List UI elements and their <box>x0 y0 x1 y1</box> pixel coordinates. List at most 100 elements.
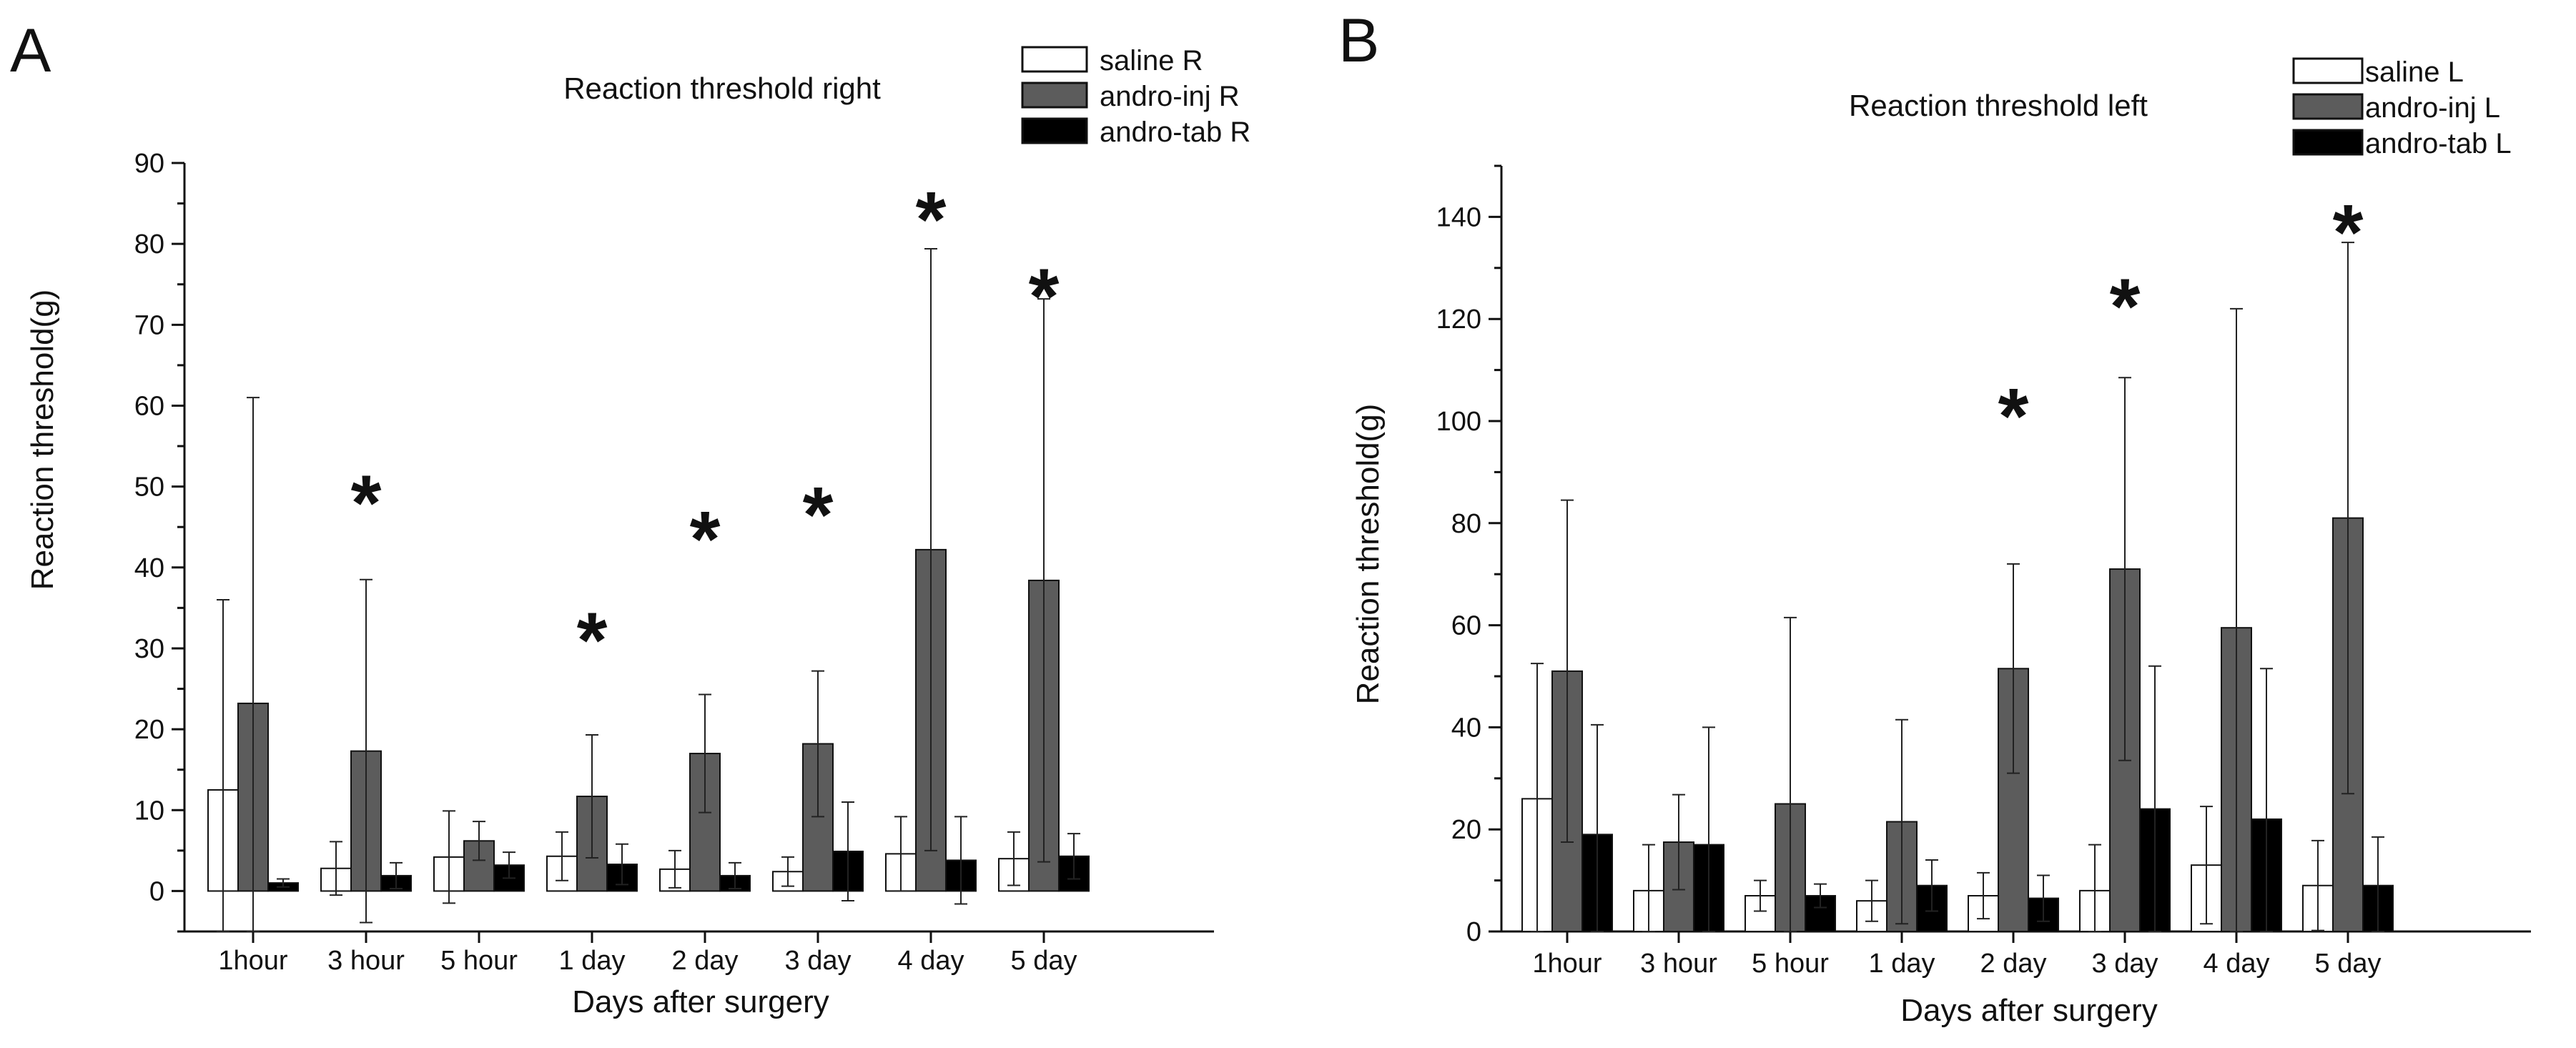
error-bar-a-andro-tab-r-5-day <box>1067 833 1080 880</box>
error-bar-b-saline-l-1hour <box>1531 663 1544 932</box>
error-bar-a-saline-r-5-hour <box>443 810 455 904</box>
y-tick-label-b: 20 <box>1451 815 1481 845</box>
error-bar-a-andro-inj-r-3-day <box>811 670 824 818</box>
error-bar-a-saline-r-1hour <box>217 599 230 932</box>
error-bar-b-saline-l-5-day <box>2311 839 2324 931</box>
legend-label-andro-inj-l: andro-inj L <box>2365 92 2500 124</box>
error-bar-b-andro-tab-l-3-day <box>2148 665 2161 932</box>
error-bar-a-saline-r-3-hour <box>330 841 342 896</box>
y-tick-label-a: 50 <box>134 473 164 503</box>
significance-star-b-5-day: * <box>2333 189 2364 277</box>
legend-swatch-andro-tab-r <box>1021 117 1088 144</box>
error-bar-b-andro-tab-l-1hour <box>1591 723 1604 932</box>
significance-star-a-5-day: * <box>1029 253 1060 341</box>
chart-panel-a: A Reaction threshold right Reaction thre… <box>10 16 1250 1019</box>
error-bar-b-saline-l-5-hour <box>1754 879 1767 912</box>
x-tick-label-b-1-day: 1 day <box>1869 949 1935 979</box>
legend-label-andro-inj-r: andro-inj R <box>1100 81 1240 112</box>
error-bar-b-andro-inj-l-1-day <box>1895 718 1908 925</box>
error-bar-b-andro-inj-l-4-day <box>2230 307 2243 932</box>
y-tick-label-a: 0 <box>149 876 164 906</box>
error-bar-b-saline-l-3-day <box>2088 844 2101 932</box>
significance-star-a-4-day: * <box>916 176 947 264</box>
error-bar-b-saline-l-4-day <box>2200 806 2213 925</box>
error-bar-a-andro-tab-r-1-day <box>616 843 628 886</box>
x-tick-label-a-5-day: 5 day <box>1011 946 1077 976</box>
x-tick-label-a-2-day: 2 day <box>672 946 739 976</box>
x-tick-label-b-3-day: 3 day <box>2092 949 2158 979</box>
significance-star-a-2-day: * <box>690 495 721 583</box>
error-bar-a-saline-r-5-day <box>1007 831 1020 886</box>
error-bar-b-saline-l-2-day <box>1977 871 1990 920</box>
y-tick-label-b: 40 <box>1451 713 1481 743</box>
significance-star-a-1-day: * <box>577 597 608 685</box>
error-bar-a-andro-inj-r-3-hour <box>360 578 372 924</box>
legend-swatch-saline-r <box>1021 46 1088 73</box>
chart-title-a: Reaction threshold right <box>563 71 881 105</box>
y-tick-label-b: 60 <box>1451 611 1481 641</box>
legend-swatch-saline-l <box>2292 57 2364 84</box>
y-tick-label-a: 40 <box>134 553 164 583</box>
error-bar-b-andro-tab-l-2-day <box>2037 874 2050 922</box>
y-tick-label-a: 20 <box>134 715 164 745</box>
error-bar-a-andro-tab-r-3-day <box>842 801 854 901</box>
significance-star-a-3-day: * <box>803 471 834 559</box>
error-bar-b-andro-inj-l-2-day <box>2007 563 2020 774</box>
error-bar-a-andro-inj-r-1-day <box>586 734 598 859</box>
x-tick-label-a-4-day: 4 day <box>898 946 964 976</box>
error-bar-b-andro-inj-l-5-hour <box>1784 616 1797 932</box>
x-axis-label-b: Days after surgery <box>1900 993 2157 1028</box>
x-tick-label-b-5-hour: 5 hour <box>1752 949 1829 979</box>
x-tick-label-a-3-hour: 3 hour <box>327 946 405 976</box>
x-tick-label-a-5-hour: 5 hour <box>440 946 518 976</box>
legend-label-andro-tab-r: andro-tab R <box>1100 117 1250 148</box>
x-tick-label-b-3-hour: 3 hour <box>1640 949 1717 979</box>
error-bar-b-andro-tab-l-5-day <box>2372 836 2384 932</box>
error-bar-b-andro-inj-l-3-day <box>2118 377 2131 761</box>
error-bar-a-andro-inj-r-5-day <box>1037 298 1050 863</box>
error-bar-b-andro-inj-l-3-hour <box>1672 794 1685 891</box>
y-tick-label-b: 140 <box>1436 202 1481 232</box>
error-bar-a-andro-inj-r-2-day <box>699 693 711 814</box>
significance-star-b-3-day: * <box>2110 262 2141 350</box>
significance-star-a-3-hour: * <box>351 459 382 547</box>
x-tick-label-a-3-day: 3 day <box>785 946 852 976</box>
y-tick-label-a: 80 <box>134 229 164 259</box>
legend-b: saline L andro-inj L andro-tab L <box>2292 56 2512 159</box>
y-tick-label-a: 30 <box>134 634 164 664</box>
y-axis-label-a: Reaction threshold(g) <box>25 290 60 590</box>
legend-swatch-andro-inj-r <box>1021 81 1088 109</box>
y-tick-label-b: 80 <box>1451 509 1481 539</box>
x-tick-label-b-5-day: 5 day <box>2315 949 2382 979</box>
y-tick-label-a: 10 <box>134 796 164 826</box>
y-tick-label-b: 100 <box>1436 407 1481 437</box>
legend-label-andro-tab-l: andro-tab L <box>2365 128 2512 159</box>
y-tick-label-b: 0 <box>1466 917 1481 947</box>
error-bar-a-andro-tab-r-4-day <box>954 816 967 905</box>
error-bar-b-saline-l-1-day <box>1865 879 1878 922</box>
y-tick-label-a: 90 <box>134 149 164 179</box>
error-bar-b-andro-tab-l-4-day <box>2260 668 2273 932</box>
significance-star-b-2-day: * <box>1998 372 2029 460</box>
error-bar-b-andro-inj-l-5-day <box>2341 242 2354 795</box>
x-tick-label-b-4-day: 4 day <box>2204 949 2270 979</box>
error-bar-b-andro-tab-l-5-hour <box>1814 883 1827 909</box>
x-tick-label-b-1hour: 1hour <box>1532 949 1602 979</box>
x-axis-label-a: Days after surgery <box>572 984 829 1019</box>
error-bar-a-andro-tab-r-3-hour <box>390 861 403 890</box>
error-bar-a-andro-inj-r-1hour <box>247 397 260 932</box>
legend-swatch-andro-tab-l <box>2292 129 2364 156</box>
error-bar-a-saline-r-1-day <box>556 831 568 881</box>
x-tick-label-a-1hour: 1hour <box>218 946 288 976</box>
legend-a: saline R andro-inj R andro-tab R <box>1021 45 1250 148</box>
error-bar-a-saline-r-3-day <box>781 856 794 887</box>
error-bar-b-saline-l-3-hour <box>1642 844 1655 932</box>
error-bar-b-andro-tab-l-3-hour <box>1702 726 1715 932</box>
error-bar-a-saline-r-2-day <box>668 849 681 889</box>
panel-letter-b: B <box>1338 6 1379 75</box>
error-bar-a-andro-tab-r-2-day <box>729 861 741 890</box>
error-bar-a-andro-inj-r-4-day <box>924 247 937 851</box>
x-tick-label-a-1-day: 1 day <box>559 946 626 976</box>
y-tick-label-b: 120 <box>1436 305 1481 335</box>
error-bar-a-andro-inj-r-5-hour <box>473 821 485 861</box>
